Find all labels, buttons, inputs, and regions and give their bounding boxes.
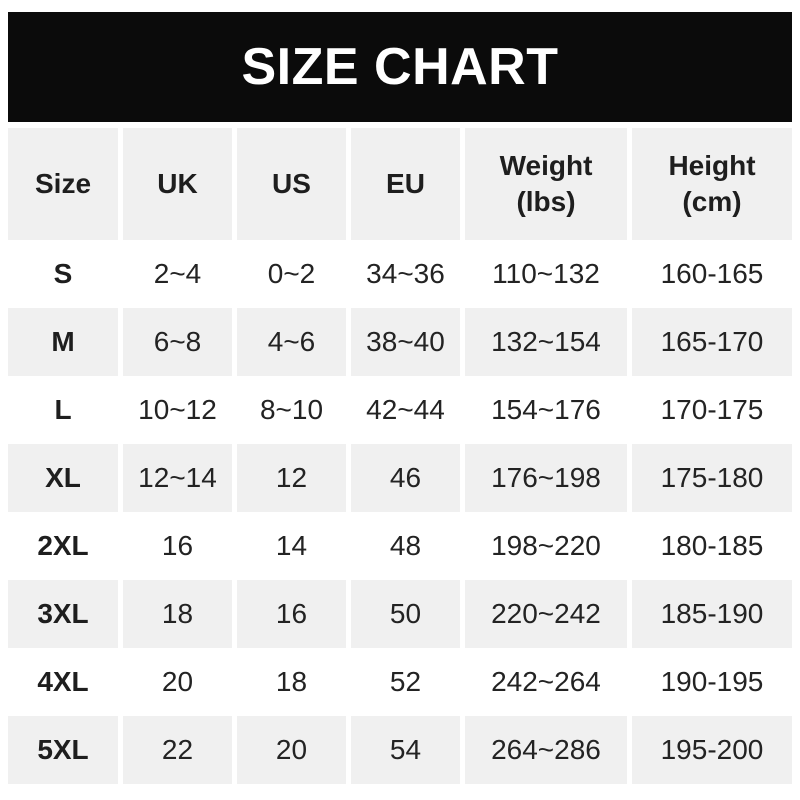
row-size-label: 2XL (8, 512, 118, 580)
table-cell: 34~36 (351, 240, 460, 308)
row-size-label: 4XL (8, 648, 118, 716)
table-cell: 2~4 (123, 240, 232, 308)
row-size-label: M (8, 308, 118, 376)
table-cell: 22 (123, 716, 232, 784)
table-cell: 54 (351, 716, 460, 784)
table-row-5xl: 5XL 22 20 54 264~286 195-200 (8, 716, 792, 784)
table-cell: 20 (123, 648, 232, 716)
table-cell: 14 (237, 512, 346, 580)
table-cell: 38~40 (351, 308, 460, 376)
row-size-label: S (8, 240, 118, 308)
table-row-s: S 2~4 0~2 34~36 110~132 160-165 (8, 240, 792, 308)
table-row-xl: XL 12~14 12 46 176~198 175-180 (8, 444, 792, 512)
table-cell: 10~12 (123, 376, 232, 444)
column-header-label: EU (386, 168, 425, 200)
table-row-4xl: 4XL 20 18 52 242~264 190-195 (8, 648, 792, 716)
table-cell: 175-180 (632, 444, 792, 512)
table-cell: 16 (237, 580, 346, 648)
size-chart-table: Size UK US EU Weight (lbs) Height (cm) S… (8, 128, 792, 784)
table-cell: 264~286 (465, 716, 627, 784)
table-row-3xl: 3XL 18 16 50 220~242 185-190 (8, 580, 792, 648)
column-header-label: Weight (lbs) (499, 150, 593, 217)
table-cell: 180-185 (632, 512, 792, 580)
row-size-label: L (8, 376, 118, 444)
table-row-m: M 6~8 4~6 38~40 132~154 165-170 (8, 308, 792, 376)
column-header-label: Height (cm) (668, 150, 756, 217)
table-cell: 190-195 (632, 648, 792, 716)
column-header-weight: Weight (lbs) (465, 128, 627, 240)
table-cell: 50 (351, 580, 460, 648)
table-cell: 18 (237, 648, 346, 716)
table-cell: 198~220 (465, 512, 627, 580)
table-cell: 20 (237, 716, 346, 784)
table-cell: 16 (123, 512, 232, 580)
table-cell: 220~242 (465, 580, 627, 648)
table-cell: 242~264 (465, 648, 627, 716)
column-header-us: US (237, 128, 346, 240)
table-cell: 185-190 (632, 580, 792, 648)
table-cell: 170-175 (632, 376, 792, 444)
size-chart-banner: SIZE CHART (8, 12, 792, 122)
table-cell: 195-200 (632, 716, 792, 784)
table-cell: 52 (351, 648, 460, 716)
table-cell: 110~132 (465, 240, 627, 308)
table-cell: 48 (351, 512, 460, 580)
column-header-size: Size (8, 128, 118, 240)
table-cell: 4~6 (237, 308, 346, 376)
table-cell: 132~154 (465, 308, 627, 376)
column-header-height: Height (cm) (632, 128, 792, 240)
table-cell: 6~8 (123, 308, 232, 376)
table-cell: 12~14 (123, 444, 232, 512)
row-size-label: 5XL (8, 716, 118, 784)
table-cell: 42~44 (351, 376, 460, 444)
table-cell: 46 (351, 444, 460, 512)
table-row-l: L 10~12 8~10 42~44 154~176 170-175 (8, 376, 792, 444)
column-header-label: US (272, 168, 311, 200)
table-cell: 154~176 (465, 376, 627, 444)
table-cell: 176~198 (465, 444, 627, 512)
column-header-eu: EU (351, 128, 460, 240)
row-size-label: 3XL (8, 580, 118, 648)
table-cell: 12 (237, 444, 346, 512)
table-cell: 165-170 (632, 308, 792, 376)
table-cell: 8~10 (237, 376, 346, 444)
column-header-label: UK (157, 168, 198, 200)
table-row-2xl: 2XL 16 14 48 198~220 180-185 (8, 512, 792, 580)
table-cell: 0~2 (237, 240, 346, 308)
table-cell: 160-165 (632, 240, 792, 308)
page-title: SIZE CHART (241, 38, 559, 96)
column-header-uk: UK (123, 128, 232, 240)
row-size-label: XL (8, 444, 118, 512)
table-cell: 18 (123, 580, 232, 648)
column-header-label: Size (34, 168, 92, 200)
table-header-row: Size UK US EU Weight (lbs) Height (cm) (8, 128, 792, 240)
